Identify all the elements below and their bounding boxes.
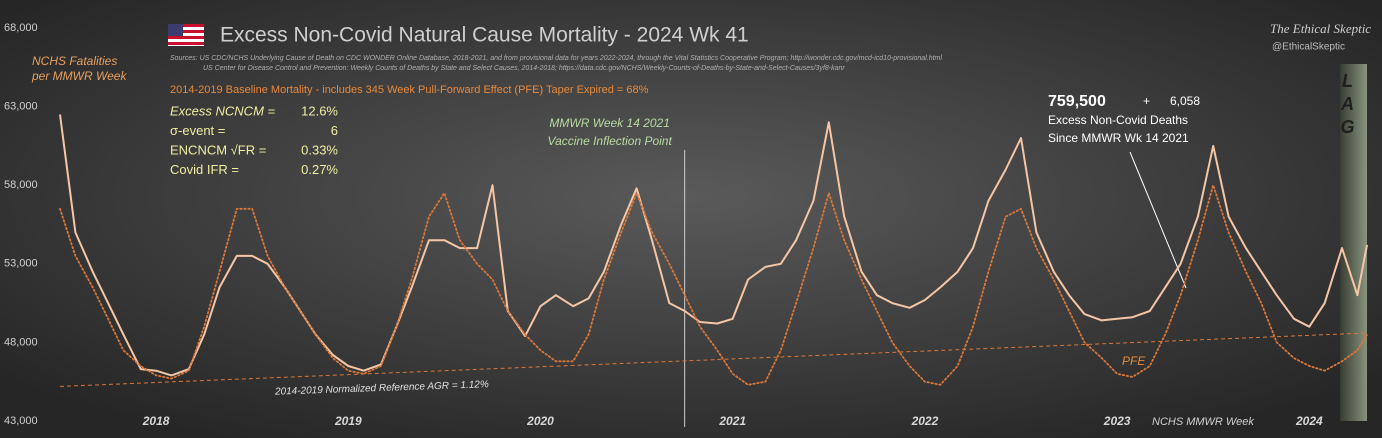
lag-letter: A: [1340, 94, 1354, 114]
stat-label: ENCNCM √FR =: [170, 142, 266, 157]
stat-label: σ-event =: [170, 123, 225, 138]
stat-label: Excess NCNCM =: [170, 103, 276, 118]
mortality-line: [59, 114, 1368, 377]
excess-plus: +: [1143, 94, 1150, 108]
lag-letter: L: [1342, 71, 1353, 91]
vaccine-label: Vaccine Inflection Point: [548, 134, 673, 148]
excess-total: 759,500: [1048, 93, 1106, 110]
source: US Center for Disease Control and Preven…: [203, 65, 845, 72]
excess-label: Excess Non-Covid Deaths: [1048, 113, 1188, 127]
stat-value: 0.27%: [301, 162, 338, 177]
stat-label: Covid IFR =: [170, 162, 239, 177]
vaccine-label: MMWR Week 14 2021: [549, 116, 670, 130]
excess-label: Since MMWR Wk 14 2021: [1048, 131, 1189, 145]
baseline-line: [59, 184, 1368, 386]
pfe-label: PFE: [1122, 354, 1146, 368]
x-tick-label: 2022: [911, 414, 939, 428]
x-tick-label: 2021: [718, 414, 746, 428]
y-axis-label: NCHS Fatalities: [32, 54, 117, 68]
flag: [168, 24, 204, 46]
y-axis-label: per MMWR Week: [31, 69, 127, 83]
y-tick-label: 68,000: [4, 22, 38, 34]
x-axis-label: NCHS MMWR Week: [1152, 416, 1254, 428]
reference-line: [59, 332, 1368, 387]
y-tick-label: 58,000: [4, 179, 38, 191]
brand-handle: @EthicalSkeptic: [1272, 42, 1345, 53]
chart-title: Excess Non-Covid Natural Cause Mortality…: [220, 24, 749, 47]
source: Sources: US CDC/NCHS Underlying Cause of…: [170, 55, 942, 62]
y-tick-label: 43,000: [4, 415, 38, 427]
x-tick-label: 2019: [334, 414, 362, 428]
x-tick-label: 2020: [526, 414, 554, 428]
lag-letter: G: [1341, 117, 1355, 137]
stat-value: 6: [331, 123, 338, 138]
stat-value: 0.33%: [301, 142, 338, 157]
y-tick-label: 53,000: [4, 258, 38, 270]
excess-increment: 6,058: [1170, 94, 1200, 108]
x-tick-label: 2018: [142, 414, 170, 428]
stat-value: 12.6%: [301, 103, 338, 118]
x-tick-label: 2023: [1103, 414, 1131, 428]
brand: The Ethical Skeptic: [1270, 21, 1371, 36]
y-tick-label: 48,000: [4, 336, 38, 348]
lag-band: [1340, 64, 1367, 421]
x-tick-label: 2024: [1295, 414, 1323, 428]
callout-pointer: [1129, 151, 1187, 289]
baseline-note: 2014-2019 Baseline Mortality - includes …: [170, 84, 649, 96]
y-tick-label: 63,000: [4, 101, 38, 113]
